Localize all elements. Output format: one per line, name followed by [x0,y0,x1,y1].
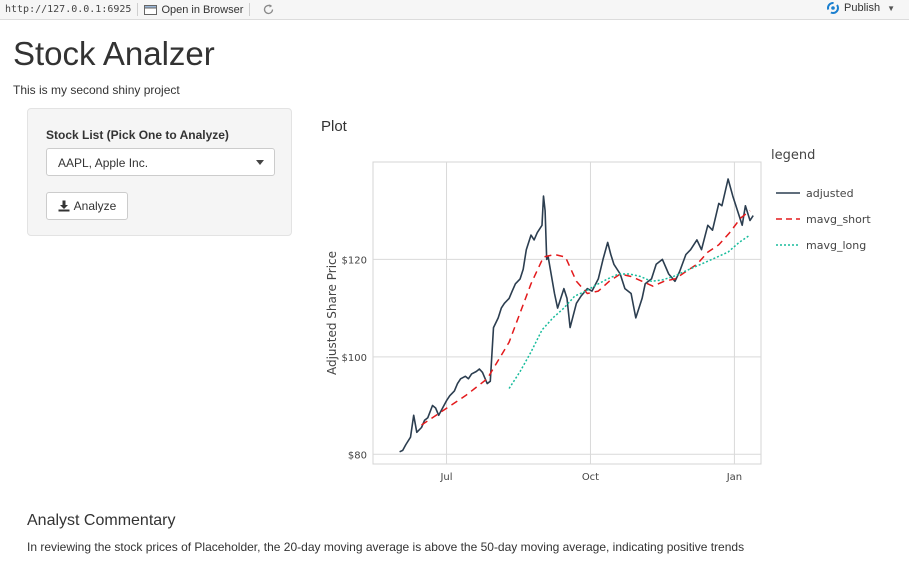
download-icon [58,200,70,212]
page-title: Stock Analzer [13,35,215,72]
y-tick-label: $100 [342,353,367,364]
y-tick-label: $80 [348,450,367,461]
chevron-down-icon: ▼ [887,3,895,13]
plot-panel [372,161,762,465]
y-axis-label: Adjusted Share Price [325,251,339,375]
analyze-button-label: Analyze [73,199,117,213]
stock-select-label: Stock List (Pick One to Analyze) [46,128,229,142]
y-tick-label: $120 [342,255,367,266]
x-tick-label: Oct [582,472,599,483]
commentary-text: In reviewing the stock prices of Placeho… [27,540,745,554]
series-lines [399,178,754,453]
analyze-button[interactable]: Analyze [46,192,128,220]
sidebar-panel: Stock List (Pick One to Analyze) AAPL, A… [27,108,292,236]
grid-lines [373,162,761,464]
publish-label: Publish [844,2,881,14]
open-in-browser-button[interactable]: Open in Browser [144,4,243,16]
legend: adjusted mavg_short mavg_long [776,187,871,252]
x-tick-label: Jan [726,472,742,483]
commentary-heading: Analyst Commentary [27,512,176,529]
publish-button[interactable]: Publish ▼ [826,2,895,14]
viewer-toolbar: http://127.0.0.1:6925 Open in Browser Pu… [0,0,909,20]
caret-down-icon [256,160,264,165]
x-tick-label: Jul [439,472,452,483]
legend-label-adjusted: adjusted [806,187,854,200]
series-line-mavg_short [421,210,751,426]
stock-select[interactable]: AAPL, Apple Inc. [46,148,275,176]
open-in-browser-label: Open in Browser [161,3,244,16]
publish-icon [827,2,839,14]
legend-title: legend [771,148,815,163]
series-line-adjusted [399,178,754,453]
series-line-mavg_long [508,234,751,389]
legend-label-mavg_short: mavg_short [806,213,871,226]
toolbar-divider [249,3,251,16]
refresh-icon [264,4,274,15]
plot-heading: Plot [321,118,347,135]
url-label: http://127.0.0.1:6925 [5,4,132,15]
refresh-button[interactable] [262,3,275,16]
toolbar-divider [137,3,139,16]
axis-ticks: $80 $100 $120 Jul Oct Jan [342,255,743,483]
legend-label-mavg_long: mavg_long [806,239,866,252]
browser-window-icon [144,4,158,15]
page-subtitle: This is my second shiny project [13,83,180,97]
stock-select-value: AAPL, Apple Inc. [58,156,149,170]
